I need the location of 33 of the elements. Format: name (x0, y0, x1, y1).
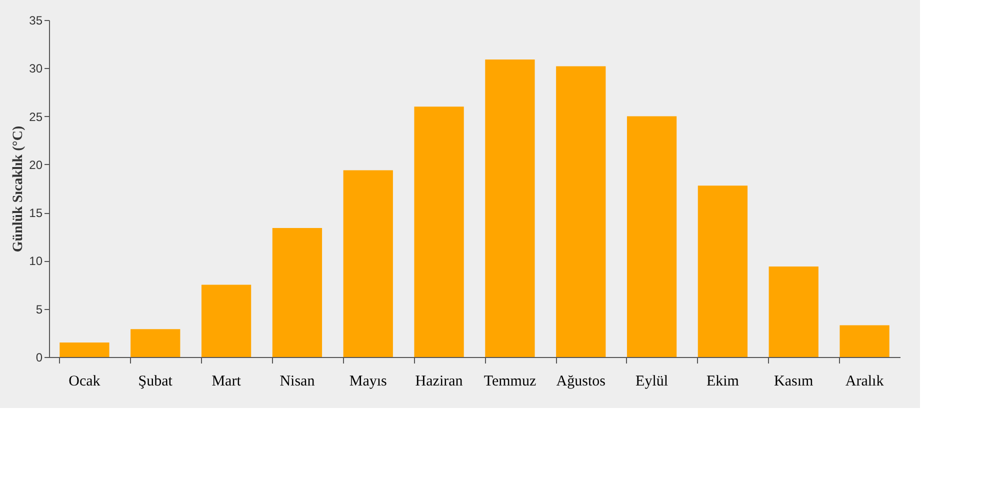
x-tick-label: Haziran (415, 374, 464, 390)
x-tick-label: Nisan (280, 374, 316, 390)
y-tick-label: 20 (29, 158, 43, 172)
bar (130, 329, 180, 357)
y-tick-label: 25 (29, 110, 43, 124)
y-tick-label: 5 (36, 302, 43, 316)
x-tick-label: Temmuz (484, 374, 536, 390)
bar (60, 342, 110, 357)
bar (414, 106, 464, 357)
x-tick-label: Mayıs (349, 374, 388, 390)
y-tick-label: 0 (36, 350, 43, 364)
y-tick-label: 35 (29, 14, 43, 28)
bar (201, 284, 252, 357)
x-tick-label: Mart (212, 374, 242, 390)
x-tick-label: Eylül (636, 374, 668, 390)
bar (840, 325, 890, 357)
y-tick-label: 30 (29, 62, 43, 76)
bar (485, 59, 535, 357)
x-tick-label: Şubat (138, 374, 174, 390)
bar (556, 66, 606, 357)
bar (626, 116, 677, 357)
bar (343, 170, 393, 357)
bar (768, 266, 818, 357)
y-tick-label: 15 (29, 206, 43, 220)
x-tick-label: Ocak (68, 374, 101, 390)
x-tick-label: Ekim (706, 374, 740, 390)
x-tick-label: Ağustos (556, 374, 606, 390)
x-tick-label: Kasım (774, 374, 814, 390)
bar (272, 228, 322, 357)
x-tick-label: Aralık (845, 374, 884, 390)
y-axis-title: Günlük Sıcaklık (°C) (11, 126, 26, 252)
y-tick-label: 10 (29, 254, 43, 268)
bar (698, 186, 748, 357)
